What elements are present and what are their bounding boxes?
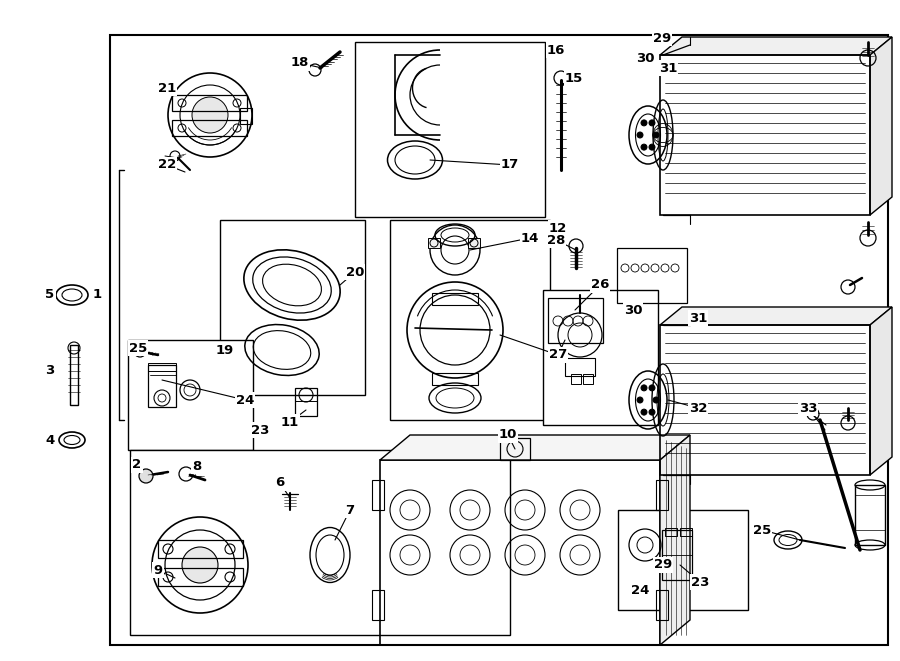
Polygon shape	[660, 307, 892, 325]
Bar	[390, 220, 550, 420]
Circle shape	[649, 385, 655, 391]
Text: 22: 22	[158, 159, 176, 171]
Bar	[158, 540, 243, 558]
Circle shape	[637, 397, 643, 403]
Bar	[70, 345, 78, 405]
Bar	[665, 528, 677, 536]
Bar	[220, 220, 365, 395]
Bar	[583, 374, 593, 384]
Circle shape	[641, 120, 647, 126]
Text: 26: 26	[590, 278, 609, 292]
Bar	[355, 42, 545, 217]
Text: 23: 23	[251, 424, 269, 436]
Text: 4: 4	[45, 434, 55, 446]
Bar	[565, 358, 595, 376]
Text: 12: 12	[549, 221, 567, 235]
Bar	[428, 238, 440, 248]
Text: 11: 11	[281, 416, 299, 428]
Text: 20: 20	[346, 266, 365, 278]
Text: 31: 31	[688, 311, 707, 325]
Text: 2: 2	[132, 459, 141, 471]
Bar	[295, 388, 317, 416]
Text: 14: 14	[521, 231, 539, 245]
Circle shape	[637, 132, 643, 138]
Text: 10: 10	[499, 428, 517, 442]
Bar	[548, 298, 603, 343]
Text: 24: 24	[631, 584, 649, 596]
Text: 27: 27	[549, 348, 567, 362]
Text: 16: 16	[547, 44, 565, 56]
Bar	[110, 35, 888, 645]
Bar	[656, 590, 668, 620]
Bar	[662, 530, 692, 580]
Polygon shape	[660, 435, 690, 645]
Circle shape	[641, 409, 647, 415]
Bar	[240, 108, 252, 124]
Text: 17: 17	[501, 159, 519, 171]
Text: 32: 32	[688, 401, 707, 414]
Text: 1: 1	[93, 288, 102, 301]
Circle shape	[182, 547, 218, 583]
Bar	[618, 510, 748, 610]
Text: 6: 6	[275, 477, 284, 490]
Bar	[148, 363, 176, 371]
Text: 30: 30	[635, 52, 654, 65]
Text: 25: 25	[753, 524, 771, 537]
Circle shape	[649, 144, 655, 150]
Text: 29: 29	[652, 32, 671, 44]
Circle shape	[653, 132, 659, 138]
Text: 5: 5	[45, 288, 55, 301]
Bar	[656, 480, 668, 510]
Circle shape	[649, 409, 655, 415]
Polygon shape	[870, 307, 892, 475]
Bar	[172, 120, 247, 136]
Bar	[130, 450, 510, 635]
Circle shape	[653, 397, 659, 403]
Bar	[660, 55, 870, 215]
Text: 21: 21	[158, 81, 176, 95]
Circle shape	[139, 469, 153, 483]
Bar	[468, 238, 480, 248]
Bar	[855, 485, 885, 545]
Bar	[432, 293, 478, 305]
Text: 3: 3	[45, 364, 55, 377]
Text: 30: 30	[624, 303, 643, 317]
Circle shape	[641, 144, 647, 150]
Bar	[148, 365, 176, 407]
Bar	[372, 590, 384, 620]
Text: 24: 24	[236, 393, 254, 407]
Bar	[158, 568, 243, 586]
Bar	[372, 480, 384, 510]
Text: 7: 7	[346, 504, 355, 516]
Polygon shape	[870, 37, 892, 215]
Circle shape	[192, 97, 228, 133]
Circle shape	[641, 385, 647, 391]
Bar	[172, 95, 247, 111]
Bar	[500, 438, 530, 460]
Bar	[543, 290, 658, 425]
Text: 8: 8	[193, 459, 202, 473]
Polygon shape	[380, 435, 690, 460]
Text: 25: 25	[129, 342, 147, 354]
Bar	[432, 373, 478, 385]
Text: 19: 19	[216, 344, 234, 356]
Text: 29: 29	[654, 559, 672, 572]
Bar	[617, 248, 687, 303]
Text: 13: 13	[549, 348, 567, 362]
Circle shape	[649, 120, 655, 126]
Bar	[680, 528, 692, 536]
Bar	[660, 325, 870, 475]
Text: 31: 31	[659, 61, 677, 75]
Bar	[128, 340, 253, 450]
Text: 18: 18	[291, 56, 310, 69]
Text: 33: 33	[799, 401, 817, 414]
Text: 15: 15	[565, 71, 583, 85]
Bar	[380, 460, 660, 645]
Bar	[571, 374, 581, 384]
Text: 23: 23	[691, 576, 709, 588]
Polygon shape	[660, 37, 892, 55]
Text: 28: 28	[547, 233, 565, 247]
Text: 9: 9	[153, 563, 163, 576]
